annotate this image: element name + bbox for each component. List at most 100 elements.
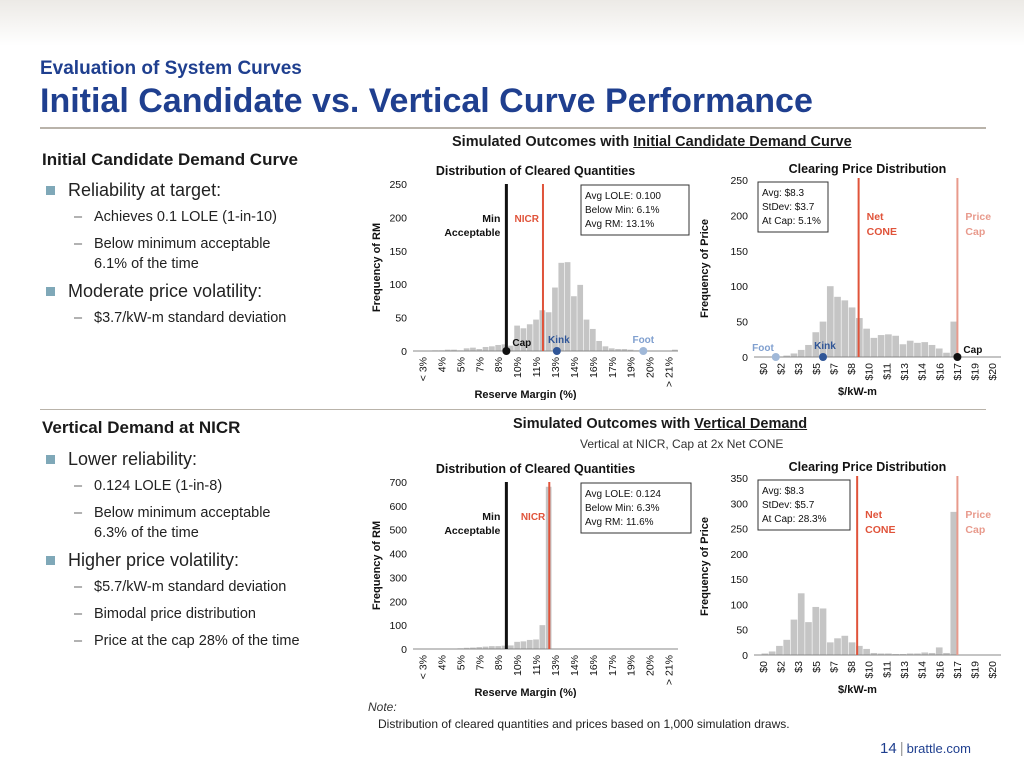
- stats-line: Avg LOLE: 0.124: [585, 489, 661, 500]
- x-tick-label: 17%: [607, 357, 619, 378]
- histogram-bar: [552, 287, 558, 351]
- histogram-bar: [482, 346, 489, 351]
- y-tick-label: 100: [389, 279, 407, 291]
- y-tick-label: 200: [730, 210, 748, 222]
- x-tick-label: 7%: [474, 357, 486, 372]
- bullet: Higher price volatility:: [44, 550, 344, 571]
- x-tick-label: < 3%: [417, 357, 429, 381]
- curve-marker: [953, 353, 962, 361]
- histogram-bar: [834, 296, 841, 357]
- histogram-bar: [826, 286, 834, 357]
- reference-line-label: NICR: [521, 512, 546, 523]
- x-tick-label: $16: [934, 661, 946, 679]
- y-tick-label: 200: [730, 549, 748, 561]
- y-tick-label: 250: [389, 179, 407, 191]
- histogram-bar: [848, 307, 856, 357]
- histogram-bar: [476, 348, 483, 351]
- x-tick-label: $10: [864, 661, 876, 679]
- histogram-bar: [489, 646, 495, 649]
- section2-bullets: Lower reliability: 0.124 LOLE (1-in-8) B…: [44, 449, 344, 658]
- outcomes1-emph: Initial Candidate Demand Curve: [633, 134, 852, 150]
- histogram-bar: [476, 647, 483, 649]
- x-tick-label: 20%: [645, 655, 657, 676]
- x-tick-label: $5: [811, 363, 823, 375]
- histogram-bar: [805, 344, 812, 357]
- y-tick-label: 0: [742, 352, 748, 364]
- x-tick-label: $2: [775, 661, 787, 673]
- histogram-bar: [885, 653, 892, 655]
- y-tick-label: 100: [730, 599, 748, 611]
- stats-line: At Cap: 5.1%: [762, 216, 821, 227]
- page-number: 14: [880, 740, 897, 757]
- label-line: Min: [482, 213, 500, 225]
- histogram-bar: [906, 340, 914, 357]
- outcomes1-heading: Simulated Outcomes with Initial Candidat…: [452, 134, 852, 150]
- section2-heading: Vertical Demand at NICR: [42, 418, 241, 437]
- x-tick-label: 10%: [512, 357, 524, 378]
- stats-line: Below Min: 6.1%: [585, 205, 660, 216]
- histogram-bar: [848, 642, 856, 655]
- x-tick-label: $3: [793, 661, 805, 673]
- histogram-bar: [928, 344, 936, 357]
- section-divider: [40, 409, 986, 410]
- label-line: Price: [965, 509, 991, 521]
- histogram-bar: [533, 319, 539, 351]
- histogram-bar: [877, 335, 885, 357]
- histogram-bar: [463, 348, 470, 351]
- note-label: Note:: [368, 700, 397, 714]
- x-tick-label: $17: [952, 363, 964, 381]
- x-tick-label: > 21%: [664, 655, 676, 685]
- bullet: Lower reliability:: [44, 449, 344, 470]
- x-tick-label: 16%: [588, 357, 600, 378]
- histogram-bar: [526, 324, 533, 351]
- stats-line: Avg RM: 11.6%: [585, 517, 654, 528]
- histogram-bar: [935, 348, 943, 357]
- x-tick-label: 5%: [455, 357, 467, 372]
- x-tick-label: 4%: [436, 655, 448, 670]
- chart-title: Distribution of Cleared Quantities: [436, 164, 635, 178]
- quantity-chart-initial: Distribution of Cleared Quantities 0 50 100…: [371, 164, 690, 400]
- histogram-bar: [790, 619, 798, 655]
- histogram-bar: [501, 645, 508, 649]
- outcomes2-prefix: Simulated Outcomes with: [513, 416, 695, 432]
- histogram-bar: [507, 645, 514, 649]
- histogram-bar: [812, 606, 820, 655]
- x-tick-label: $19: [970, 363, 982, 381]
- x-tick-label: $14: [917, 363, 929, 381]
- price-chart-vertical: Clearing Price Distribution 0 50 100 150 200 2…: [699, 460, 1001, 696]
- stats-line: Avg: $8.3: [762, 486, 805, 497]
- outcomes2-heading: Simulated Outcomes with Vertical Demand: [513, 416, 807, 432]
- histogram-bar: [841, 300, 849, 357]
- histogram-bar: [812, 332, 820, 357]
- histogram-bar: [583, 319, 590, 351]
- histogram-bar: [935, 647, 943, 655]
- sub-bullet: Below minimum acceptable 6.3% of the tim…: [44, 503, 344, 543]
- histogram-bar: [776, 645, 783, 655]
- label-line: Price: [965, 211, 991, 223]
- x-tick-label: 20%: [645, 357, 657, 378]
- histogram-bar: [863, 648, 870, 655]
- sub-bullet: 0.124 LOLE (1-in-8): [44, 476, 344, 496]
- y-tick-label: 100: [389, 620, 407, 632]
- stats-box: [757, 479, 851, 531]
- histogram-bar: [863, 328, 870, 357]
- histogram-bar: [819, 608, 827, 655]
- histogram-bar: [507, 345, 514, 351]
- label-line: Net: [867, 211, 884, 223]
- x-axis-label: $/kW-m: [838, 386, 877, 398]
- sub-bullet: Below minimum acceptable 6.1% of the tim…: [44, 234, 344, 274]
- x-tick-label: $11: [881, 363, 893, 380]
- y-tick-label: 50: [736, 317, 748, 329]
- quantity-chart-vertical: Distribution of Cleared Quantities 0 100 20…: [371, 462, 692, 698]
- histogram-bar: [495, 344, 502, 351]
- histogram-bar: [514, 325, 520, 351]
- x-tick-label: $8: [846, 661, 858, 673]
- chart-title: Clearing Price Distribution: [789, 162, 947, 176]
- histogram-bar: [558, 262, 565, 351]
- page-footer: 14 | brattle.com: [880, 740, 971, 757]
- chart-title: Clearing Price Distribution: [789, 460, 947, 474]
- x-tick-label: $3: [793, 363, 805, 375]
- x-tick-label: $17: [952, 661, 964, 679]
- x-tick-label: 10%: [512, 655, 524, 676]
- histogram-bar: [877, 653, 885, 655]
